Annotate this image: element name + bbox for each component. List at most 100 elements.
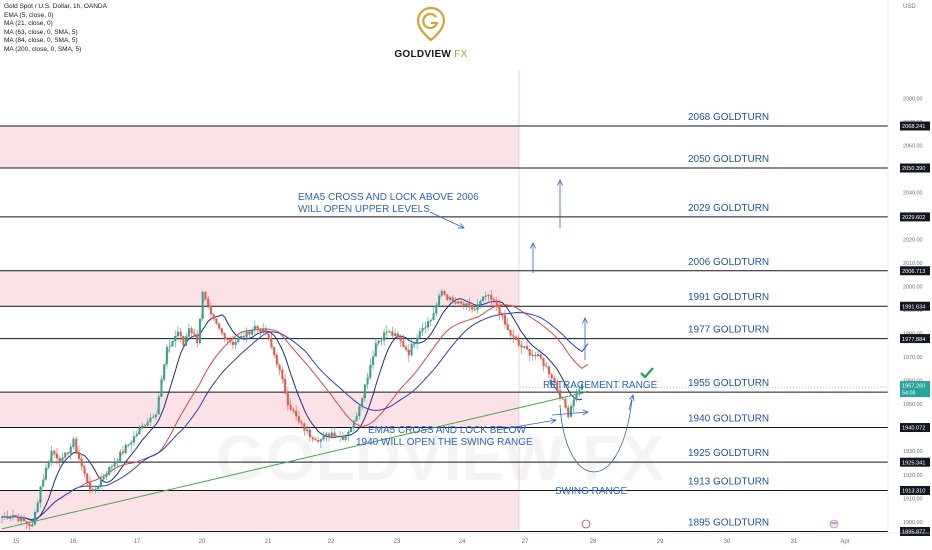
- level-price-tag-3: 2006.713: [900, 266, 930, 276]
- candle: [75, 436, 78, 454]
- candle: [297, 410, 300, 425]
- candle: [135, 430, 138, 437]
- candle: [94, 485, 97, 494]
- candle: [435, 301, 438, 317]
- legend-ma84[interactable]: MA (84, close, 0, SMA, 5): [4, 37, 78, 45]
- arrow-swing-head[interactable]: [628, 394, 635, 411]
- candle: [347, 430, 350, 442]
- level-price-tag-9: 1913.310: [900, 485, 930, 495]
- candle: [355, 412, 358, 422]
- candle: [484, 291, 487, 301]
- arrow-up-1977[interactable]: [582, 317, 588, 360]
- candle: [179, 327, 182, 342]
- candle: [438, 292, 441, 307]
- candle: [328, 431, 331, 442]
- currency-label: USD: [903, 4, 916, 10]
- candle: [581, 382, 583, 391]
- candle: [130, 440, 133, 451]
- candle: [520, 340, 523, 354]
- legend-ma21[interactable]: MA (21, close, 0): [4, 20, 53, 28]
- candle: [451, 295, 454, 303]
- candle: [570, 402, 573, 417]
- candle: [523, 345, 526, 349]
- candle: [176, 326, 179, 341]
- candle: [418, 327, 421, 340]
- candle: [325, 431, 328, 442]
- time-axis: 15 16 17 20 21 22 23 24 27 28 29 30 31 Apr: [0, 519, 932, 545]
- candle: [152, 413, 155, 419]
- candle: [553, 375, 556, 389]
- us-flag-icon[interactable]: [829, 519, 839, 529]
- svg-text:54:08: 54:08: [902, 391, 916, 397]
- level-label-10: 1895 GOLDTURN: [688, 518, 769, 529]
- candle: [259, 328, 262, 336]
- candle: [66, 451, 69, 459]
- y-tick-2080: 2080.00: [903, 96, 923, 102]
- arrow-annotation-upper[interactable]: [429, 211, 465, 229]
- candle: [127, 444, 130, 448]
- level-label-4: 1991 GOLDTURN: [688, 292, 769, 303]
- swing-curve[interactable]: [559, 399, 633, 473]
- level-price-tag-2: 2029.602: [900, 212, 930, 222]
- candle: [424, 322, 427, 333]
- candle: [218, 322, 221, 331]
- candle: [209, 302, 212, 321]
- candle: [215, 318, 218, 325]
- svg-text:2029.602: 2029.602: [902, 215, 925, 221]
- candle: [471, 302, 474, 313]
- candle: [542, 357, 545, 372]
- candle: [248, 329, 251, 338]
- x-tick-17: 17: [134, 539, 141, 545]
- candle: [187, 324, 190, 339]
- brand-name: GOLDVIEW FX: [394, 49, 468, 60]
- candle: [160, 375, 163, 398]
- x-tick-16: 16: [70, 539, 77, 545]
- arrow-retrace[interactable]: [551, 409, 589, 416]
- arrow-retrace-up[interactable]: [549, 379, 561, 396]
- candle: [482, 296, 485, 302]
- level-label-0: 2068 GOLDTURN: [688, 112, 769, 123]
- candle: [267, 333, 270, 341]
- level-label-1: 2050 GOLDTURN: [688, 154, 769, 165]
- level-label-2: 2029 GOLDTURN: [688, 203, 769, 214]
- arrow-up-2006[interactable]: [530, 242, 536, 273]
- candle: [182, 335, 185, 348]
- svg-text:1991.634: 1991.634: [902, 304, 925, 310]
- symbol-title: Gold Spot / U.S. Dollar, 1h, OANDA: [4, 3, 107, 10]
- candle: [262, 323, 265, 334]
- x-tick-15: 15: [13, 539, 20, 545]
- y-tick-1900: 1900.00: [903, 520, 923, 526]
- candle: [22, 515, 25, 522]
- candle: [333, 426, 336, 438]
- level-price-tag-4: 1991.634: [900, 301, 930, 311]
- candle: [380, 337, 383, 346]
- candle: [171, 339, 174, 347]
- candle: [531, 349, 534, 361]
- zones-layer: [0, 70, 520, 532]
- candle: [185, 332, 188, 347]
- candle: [201, 290, 204, 321]
- svg-text:WILL OPEN UPPER LEVELS: WILL OPEN UPPER LEVELS: [298, 204, 430, 215]
- candle: [322, 431, 325, 441]
- candle: [526, 340, 529, 350]
- check-icon: [640, 367, 654, 379]
- arrow-annotation-lower[interactable]: [496, 417, 557, 431]
- event-icon[interactable]: [581, 519, 591, 529]
- y-tick-1910: 1910.00: [903, 496, 923, 502]
- arrow-up-2029[interactable]: [557, 179, 563, 228]
- candle: [69, 443, 72, 461]
- candle: [361, 397, 364, 410]
- legend-ma200[interactable]: MA (200, close, 0, SMA, 5): [4, 45, 82, 53]
- candle: [281, 366, 284, 384]
- legend-ema5[interactable]: EMA (5, close, 0): [4, 11, 54, 19]
- legend-ma63[interactable]: MA (63, close, 0, SMA, 5): [4, 28, 78, 36]
- ma-line-4: [1, 390, 589, 530]
- candle: [391, 326, 394, 338]
- level-price-tag-10: 1895.877: [900, 527, 930, 536]
- candle: [539, 349, 542, 360]
- candle: [495, 296, 498, 311]
- candle: [50, 445, 53, 466]
- candle: [220, 327, 223, 336]
- candle: [207, 295, 210, 310]
